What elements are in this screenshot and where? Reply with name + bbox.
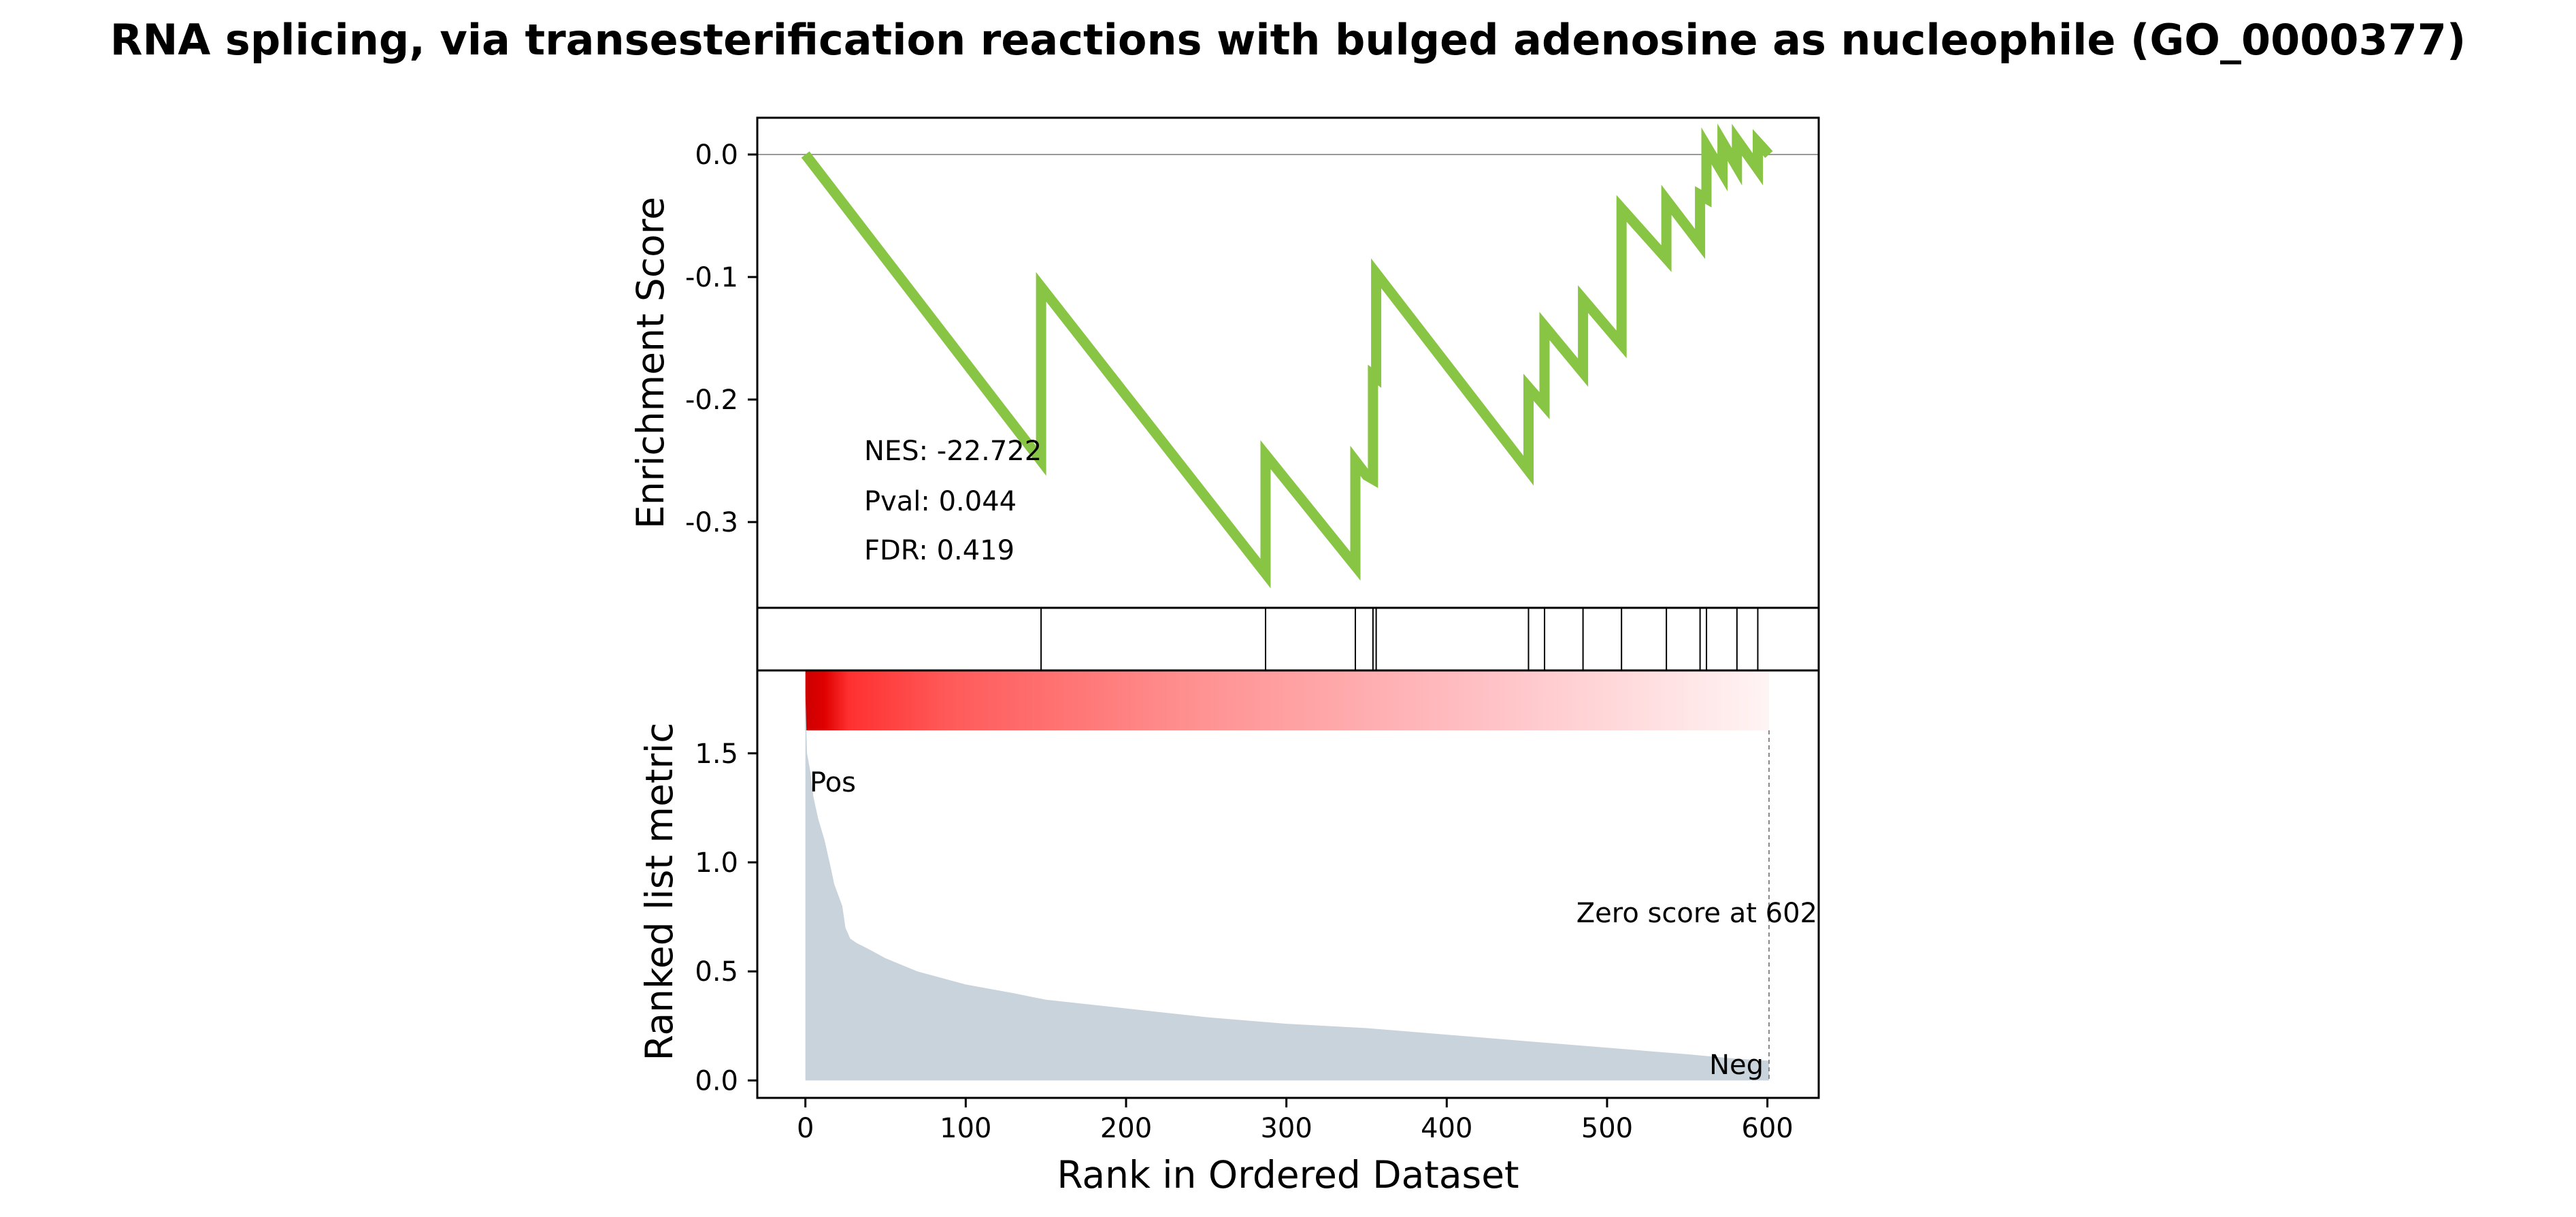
pval-annotation: Pval: 0.044	[864, 486, 1017, 517]
fdr-annotation: FDR: 0.419	[864, 535, 1014, 566]
ranked-metric-area	[805, 692, 1769, 1081]
neg-label: Neg	[1709, 1050, 1764, 1081]
es-panel-frame	[756, 116, 1820, 609]
metric-x-ticks: 0 100 200 300 400 500 600	[797, 1098, 1794, 1144]
metric-ytick-label-3: 1.5	[695, 739, 738, 770]
xtick-label-1: 100	[940, 1113, 991, 1144]
metric-ytick-label-0: 0.0	[695, 1065, 738, 1097]
es-y-axis-label: Enrichment Score	[629, 197, 672, 529]
es-line-group	[801, 123, 1773, 589]
x-axis-label: Rank in Ordered Dataset	[1057, 1153, 1519, 1197]
rank-heatmap-bar	[805, 670, 1769, 730]
es-ytick-label-1: -0.1	[685, 262, 738, 293]
zero-score-label: Zero score at 602	[1576, 898, 1817, 929]
metric-ytick-label-2: 1.0	[695, 847, 738, 879]
hit-markers	[1040, 608, 1759, 670]
metric-panel: Pos Neg Zero score at 602 0.0 0.5 1.0 1.5 0…	[638, 669, 1820, 1197]
metric-y-ticks: 0.0 0.5 1.0 1.5	[695, 739, 757, 1097]
xtick-label-5: 500	[1581, 1113, 1633, 1144]
es-y-ticks: 0.0 -0.1 -0.2 -0.3	[685, 140, 757, 538]
metric-y-axis-label: Ranked list metric	[638, 722, 681, 1060]
xtick-label-3: 300	[1260, 1113, 1312, 1144]
es-ytick-label-0: 0.0	[695, 140, 738, 171]
es-panel: 0.0 -0.1 -0.2 -0.3 NES: -22.722 Pval: 0.044…	[629, 116, 1820, 609]
metric-ytick-label-1: 0.5	[695, 956, 738, 988]
es-ytick-label-2: -0.2	[685, 385, 738, 416]
xtick-label-2: 200	[1100, 1113, 1152, 1144]
pos-label: Pos	[810, 767, 856, 798]
es-ytick-label-3: -0.3	[685, 507, 738, 538]
xtick-label-6: 600	[1741, 1113, 1793, 1144]
hits-panel-frame	[756, 606, 1820, 672]
nes-annotation: NES: -22.722	[864, 436, 1042, 467]
xtick-label-0: 0	[797, 1113, 814, 1144]
hits-panel	[756, 606, 1820, 672]
metric-panel-frame	[756, 669, 1820, 1099]
xtick-label-4: 400	[1421, 1113, 1472, 1144]
chart-title: RNA splicing, via transesterification re…	[110, 15, 2466, 65]
es-series-line-0	[801, 123, 1773, 589]
